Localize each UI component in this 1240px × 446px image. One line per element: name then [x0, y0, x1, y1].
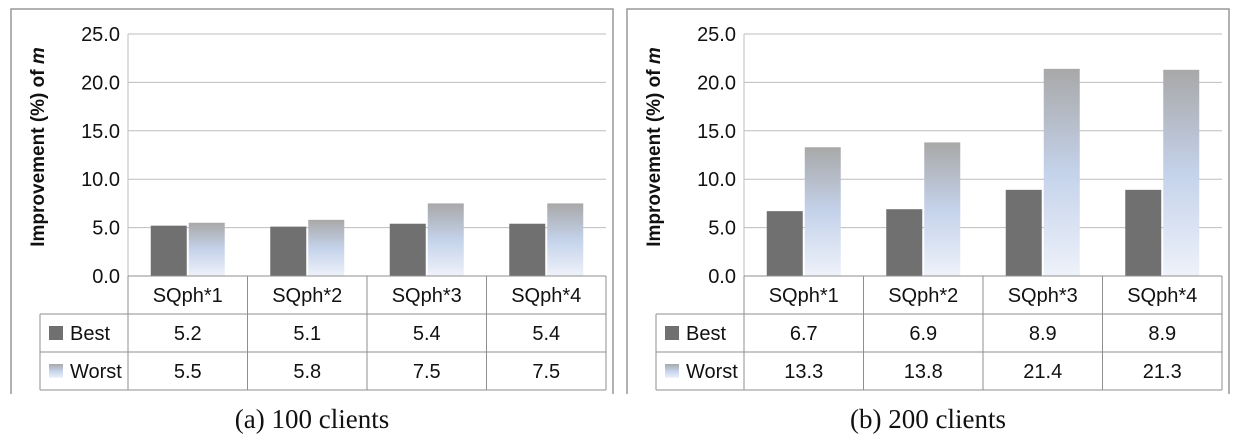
y-tick-label: 5.0 [708, 218, 736, 240]
y-tick-label: 5.0 [92, 218, 120, 240]
chart-a-svg: 0.0 5.0 10.0 15.0 20.0 25.0 Improvement (%) of… [10, 8, 614, 394]
legend-swatch-worst [665, 364, 679, 378]
legend-swatch-best [49, 326, 63, 340]
y-tick-label: 25.0 [81, 24, 120, 46]
data-label: 6.7 [790, 323, 818, 345]
bar-worst [804, 147, 841, 276]
data-label: 8.9 [1029, 323, 1057, 345]
bar-best [1125, 189, 1162, 276]
chart-frame [10, 8, 614, 394]
y-tick-label: 0.0 [708, 266, 736, 288]
chart-b-svg: 0.0 5.0 10.0 15.0 20.0 25.0 Improvement (%) of… [626, 8, 1230, 394]
bar-best [766, 211, 803, 276]
y-tick-label: 15.0 [697, 121, 736, 143]
bar-worst [924, 142, 961, 276]
data-label: 5.4 [532, 323, 560, 345]
data-label: 13.3 [784, 361, 823, 383]
data-label: 7.5 [532, 361, 560, 383]
y-tick-label: 20.0 [697, 72, 736, 94]
bar-worst [1163, 69, 1200, 276]
chart-panel-b: 0.0 5.0 10.0 15.0 20.0 25.0 Improvement (%) of… [626, 8, 1230, 394]
data-label: 5.2 [174, 323, 202, 345]
bar-best [270, 226, 307, 276]
data-label: 5.5 [174, 361, 202, 383]
data-label: 5.4 [413, 323, 441, 345]
chart-panel-a: 0.0 5.0 10.0 15.0 20.0 25.0 Improvement (%) of… [10, 8, 614, 394]
data-label: 21.4 [1023, 361, 1062, 383]
chart-frame [626, 8, 1230, 394]
bar-best [150, 225, 187, 276]
legend-label-worst: Worst [70, 361, 122, 383]
x-category-label: SQph*4 [1127, 285, 1197, 307]
y-axis-title: Improvement (%) of m [28, 47, 49, 247]
y-tick-label: 25.0 [697, 24, 736, 46]
y-tick-label: 0.0 [92, 266, 120, 288]
y-tick-label: 10.0 [81, 169, 120, 191]
bar-worst [1043, 68, 1080, 277]
x-category-label: SQph*3 [1008, 285, 1078, 307]
data-label: 5.1 [293, 323, 321, 345]
y-axis-title: Improvement (%) of m [644, 47, 665, 247]
caption-b: (b) 200 clients [850, 404, 1006, 434]
x-category-label: SQph*1 [769, 285, 839, 307]
legend-swatch-best [665, 326, 679, 340]
bar-worst [188, 222, 225, 276]
legend-label-worst: Worst [686, 361, 738, 383]
y-tick-label: 15.0 [81, 121, 120, 143]
data-label: 21.3 [1143, 361, 1182, 383]
data-label: 13.8 [904, 361, 943, 383]
legend-label-best: Best [70, 323, 110, 345]
x-category-label: SQph*4 [511, 285, 581, 307]
x-category-label: SQph*3 [392, 285, 462, 307]
data-label: 6.9 [909, 323, 937, 345]
data-label: 7.5 [413, 361, 441, 383]
bar-worst [427, 203, 464, 276]
caption-a: (a) 100 clients [234, 404, 390, 434]
bar-worst [308, 219, 345, 276]
bar-best [1005, 189, 1042, 276]
x-category-label: SQph*2 [888, 285, 958, 307]
bar-best [509, 223, 546, 276]
bar-worst [547, 203, 584, 276]
data-label: 8.9 [1148, 323, 1176, 345]
legend-swatch-worst [49, 364, 63, 378]
data-label: 5.8 [293, 361, 321, 383]
legend-label-best: Best [686, 323, 726, 345]
y-tick-label: 10.0 [697, 169, 736, 191]
bar-best [886, 209, 923, 276]
x-category-label: SQph*2 [272, 285, 342, 307]
bar-best [389, 223, 426, 276]
y-tick-label: 20.0 [81, 72, 120, 94]
x-category-label: SQph*1 [153, 285, 223, 307]
